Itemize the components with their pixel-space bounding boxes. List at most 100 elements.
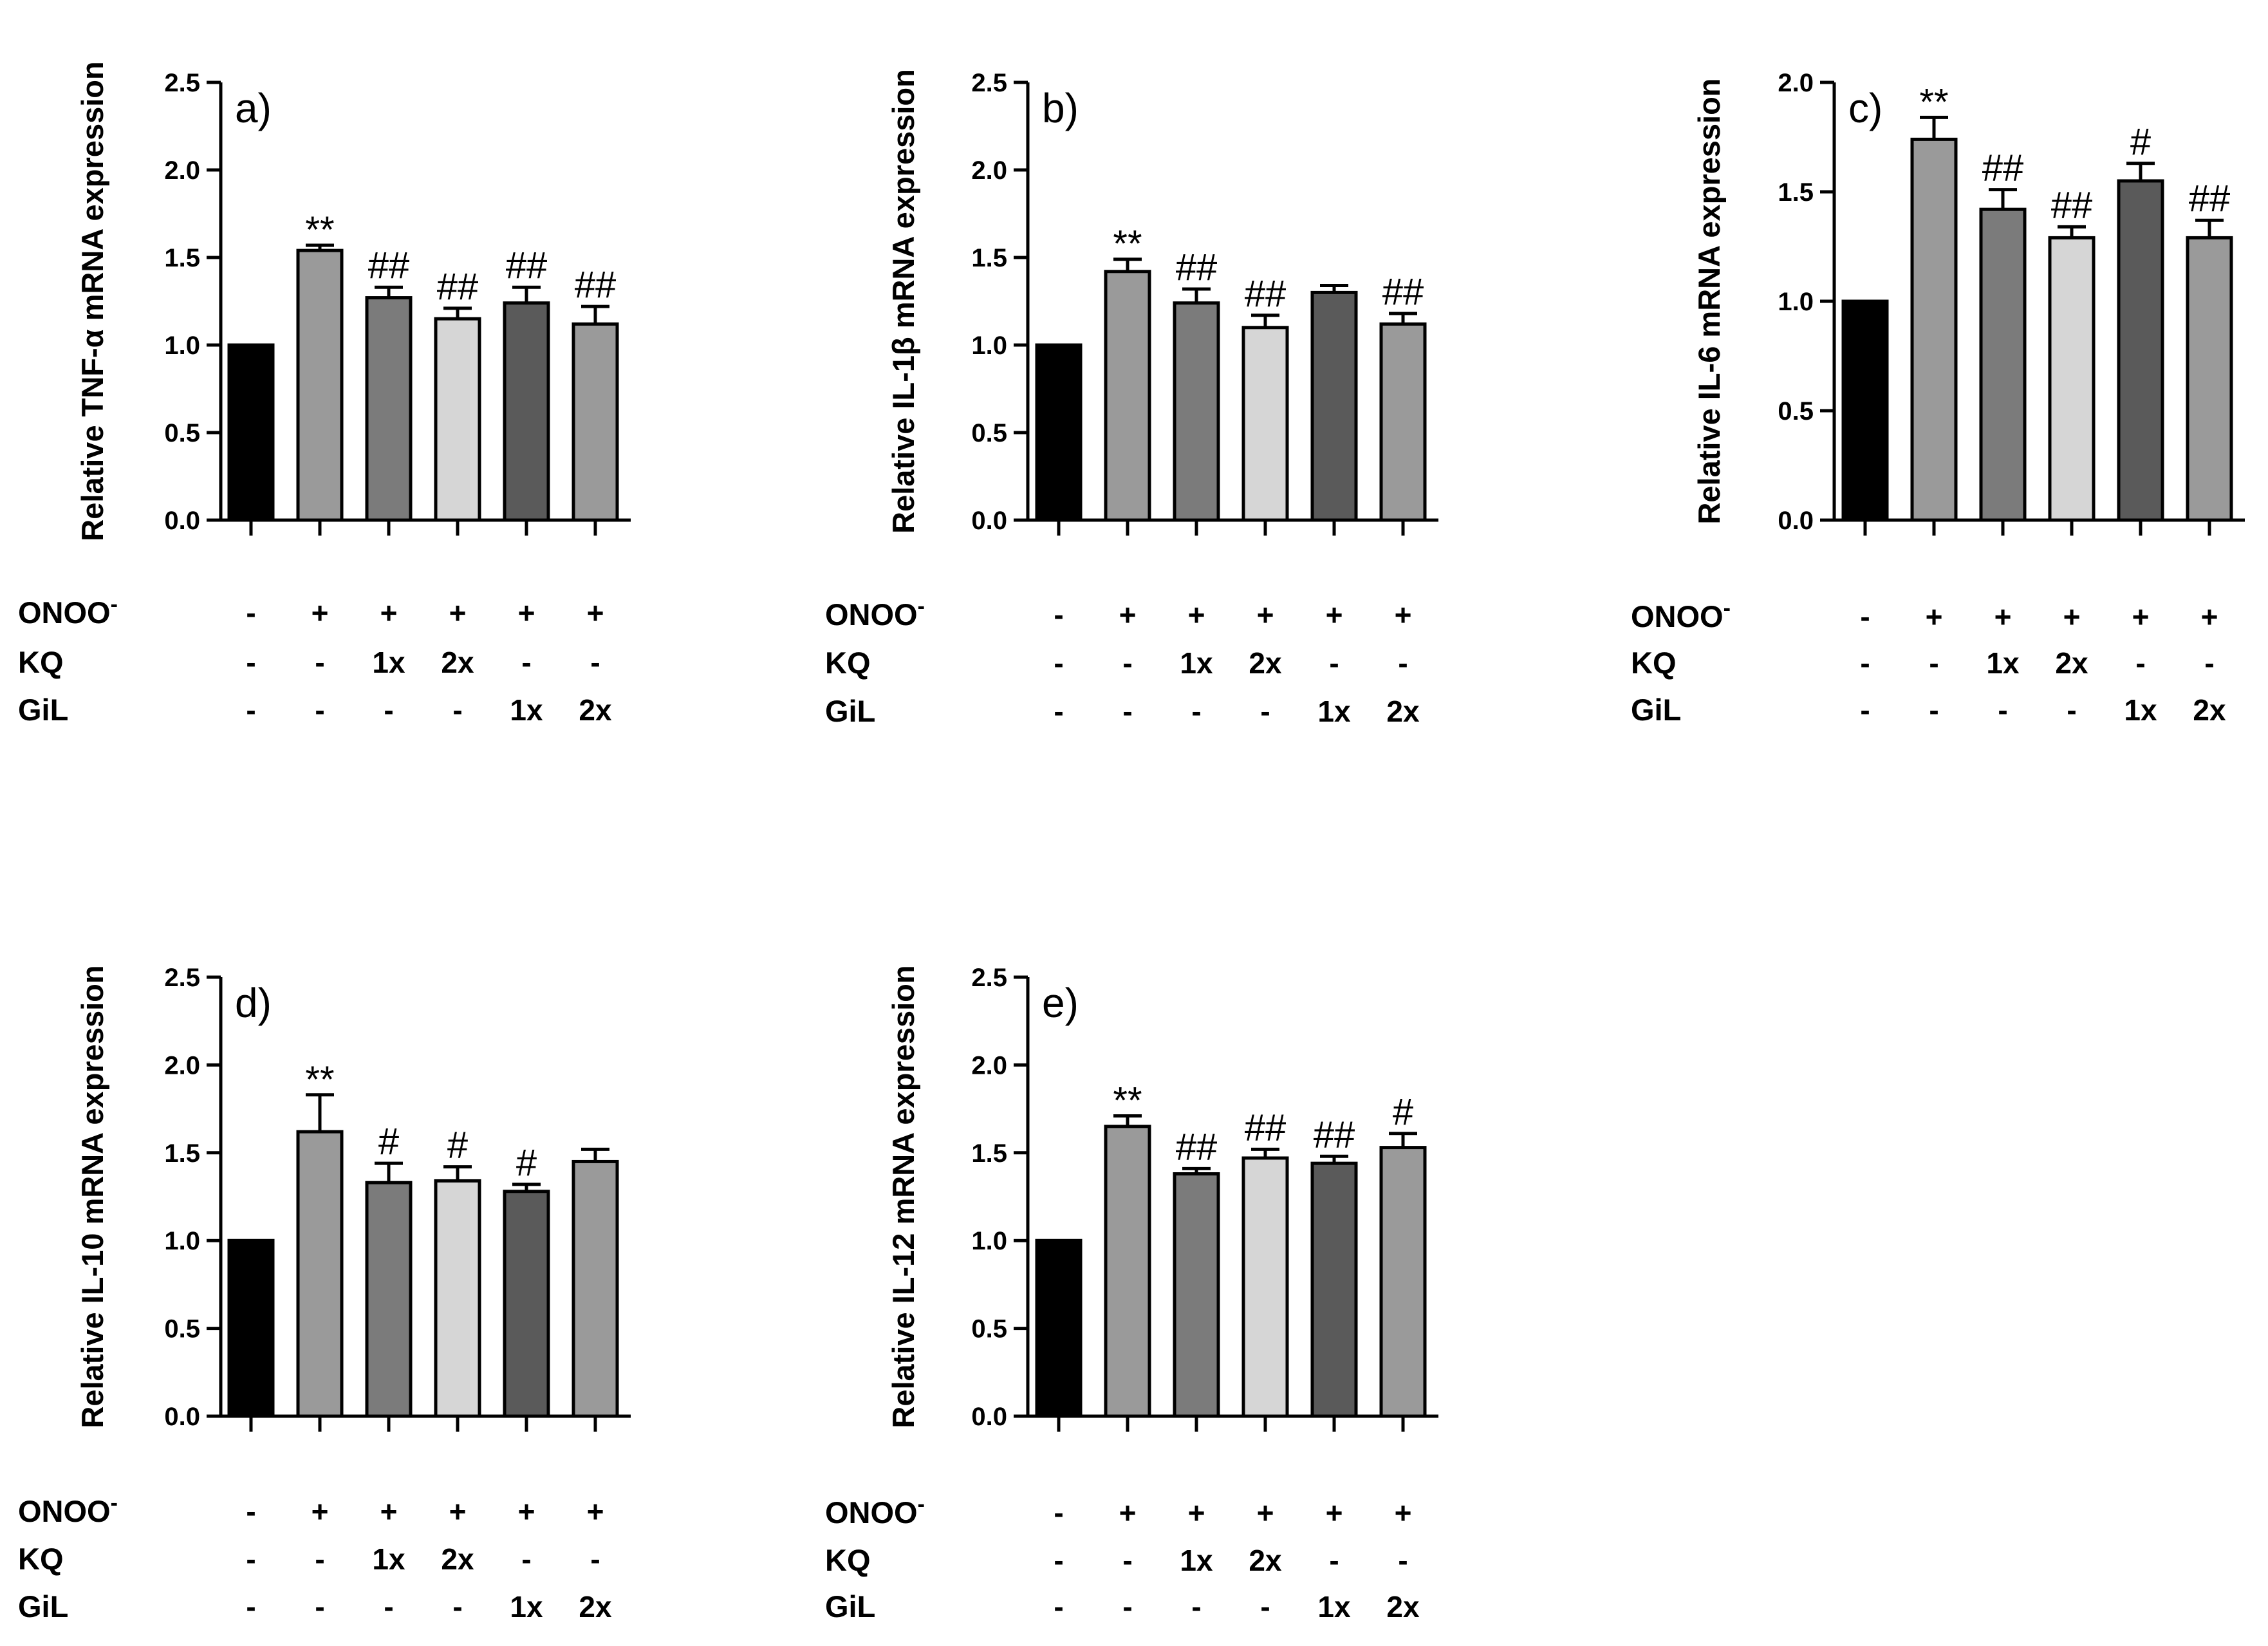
condition-cell: + — [1395, 598, 1412, 631]
bar — [296, 1130, 344, 1418]
condition-cell: 2x — [441, 646, 474, 679]
condition-cell: + — [1994, 600, 2012, 633]
condition-row-label: ONOO- — [18, 592, 118, 630]
bar — [2117, 179, 2164, 522]
condition-row-label: ONOO- — [1631, 596, 1731, 633]
condition-cell: - — [1191, 1590, 1201, 1623]
condition-cell: 2x — [1386, 1590, 1420, 1623]
bar — [1979, 207, 2027, 522]
condition-cell: 1x — [1180, 1544, 1213, 1577]
panel-label: a) — [235, 85, 272, 131]
panel-a: 0.0 0.5 1.0 1.5 2.0 2.5 Relative TNF-α mRNA ex… — [18, 61, 631, 727]
bar — [365, 296, 413, 522]
condition-cell: - — [1260, 1590, 1270, 1623]
condition-cell: + — [1119, 1496, 1137, 1529]
condition-row-label: GiL — [18, 693, 68, 727]
condition-cell: 1x — [510, 693, 543, 727]
bar — [1910, 137, 1958, 522]
condition-cell: 1x — [372, 646, 405, 679]
condition-cell: - — [246, 1590, 256, 1623]
bar — [1379, 322, 1427, 522]
condition-cell: - — [1122, 1590, 1132, 1623]
significance-label: ## — [1314, 1114, 1355, 1155]
y-tick-label: 0.5 — [1778, 397, 1814, 426]
condition-cell: - — [246, 596, 256, 630]
y-tick-label: 1.0 — [1778, 288, 1814, 316]
condition-cell: - — [2135, 646, 2145, 680]
condition-cell: + — [1257, 598, 1274, 631]
bar — [572, 322, 619, 522]
condition-row-label: GiL — [825, 694, 875, 728]
panel-c: 0.0 0.5 1.0 1.5 2.0 Relative IL-6 mRNA expres… — [1631, 69, 2245, 727]
condition-cell: + — [449, 1495, 467, 1528]
condition-row-label: ONOO- — [825, 594, 925, 631]
condition-cell: - — [246, 1542, 256, 1576]
panel-label: e) — [1042, 980, 1079, 1026]
y-tick-label: 2.5 — [164, 69, 200, 97]
condition-cell: - — [590, 646, 600, 679]
y-tick-label: 0.0 — [971, 1403, 1007, 1431]
condition-cell: + — [311, 1495, 329, 1528]
bar — [1379, 1146, 1427, 1418]
condition-cell: - — [1860, 600, 1870, 633]
condition-cell: 2x — [1249, 1544, 1282, 1577]
bar — [227, 1239, 275, 1418]
y-tick-label: 0.5 — [164, 1315, 200, 1343]
condition-cell: - — [1054, 598, 1063, 631]
bar — [2048, 236, 2096, 522]
y-axis-label: Relative TNF-α mRNA expression — [75, 61, 109, 541]
condition-cell: + — [1188, 1496, 1205, 1529]
significance-label: # — [1393, 1091, 1413, 1133]
condition-cell: - — [2067, 693, 2076, 727]
y-axis-label: Relative IL-12 mRNA expression — [886, 965, 920, 1428]
y-tick-label: 0.5 — [971, 419, 1007, 447]
bar — [296, 248, 344, 522]
significance-label: ** — [305, 209, 334, 251]
panel-e: 0.0 0.5 1.0 1.5 2.0 2.5 Relative IL-12 mRNA ex… — [825, 964, 1438, 1623]
bar — [1241, 326, 1289, 522]
condition-cell: 1x — [372, 1542, 405, 1576]
condition-cell: + — [1188, 598, 1205, 631]
condition-cell: - — [1054, 1590, 1063, 1623]
condition-cell: + — [2201, 600, 2218, 633]
condition-cell: - — [384, 1590, 393, 1623]
y-tick-label: 0.5 — [971, 1315, 1007, 1343]
condition-cell: - — [452, 1590, 462, 1623]
condition-cell: 2x — [2055, 646, 2088, 680]
condition-cell: - — [1054, 1544, 1063, 1577]
significance-label: ## — [1245, 273, 1287, 315]
condition-cell: - — [1998, 693, 2007, 727]
condition-cell: - — [1929, 693, 1938, 727]
condition-cell: - — [1122, 1544, 1132, 1577]
condition-cell: - — [1398, 646, 1408, 680]
condition-cell: 2x — [579, 1590, 612, 1623]
y-tick-label: 2.5 — [971, 964, 1007, 992]
condition-cell: 2x — [1386, 695, 1420, 728]
condition-cell: - — [1860, 646, 1870, 680]
y-tick-label: 0.0 — [1778, 507, 1814, 535]
condition-cell: - — [1860, 693, 1870, 727]
condition-row-label: GiL — [825, 1589, 875, 1623]
y-axis-label: Relative IL-10 mRNA expression — [75, 965, 109, 1428]
significance-label: ## — [2189, 178, 2231, 220]
y-tick-label: 1.5 — [971, 244, 1007, 272]
bar — [2186, 236, 2233, 522]
significance-label: ## — [1176, 1126, 1218, 1168]
condition-cell: 2x — [441, 1542, 474, 1576]
condition-cell: - — [315, 646, 324, 679]
significance-label: # — [516, 1142, 537, 1184]
bar — [1310, 290, 1358, 522]
bar — [434, 1179, 481, 1418]
y-tick-label: 1.5 — [971, 1139, 1007, 1168]
y-tick-label: 2.0 — [971, 1051, 1007, 1080]
y-tick-label: 1.0 — [164, 1227, 200, 1255]
y-tick-label: 1.0 — [971, 332, 1007, 360]
significance-label: ** — [1113, 223, 1142, 265]
significance-label: ## — [437, 266, 479, 308]
condition-row-label: KQ — [825, 1543, 871, 1577]
condition-row-label: KQ — [825, 646, 871, 680]
y-tick-label: 2.5 — [971, 69, 1007, 97]
condition-cell: - — [1191, 695, 1201, 728]
condition-cell: 1x — [1317, 1590, 1351, 1623]
